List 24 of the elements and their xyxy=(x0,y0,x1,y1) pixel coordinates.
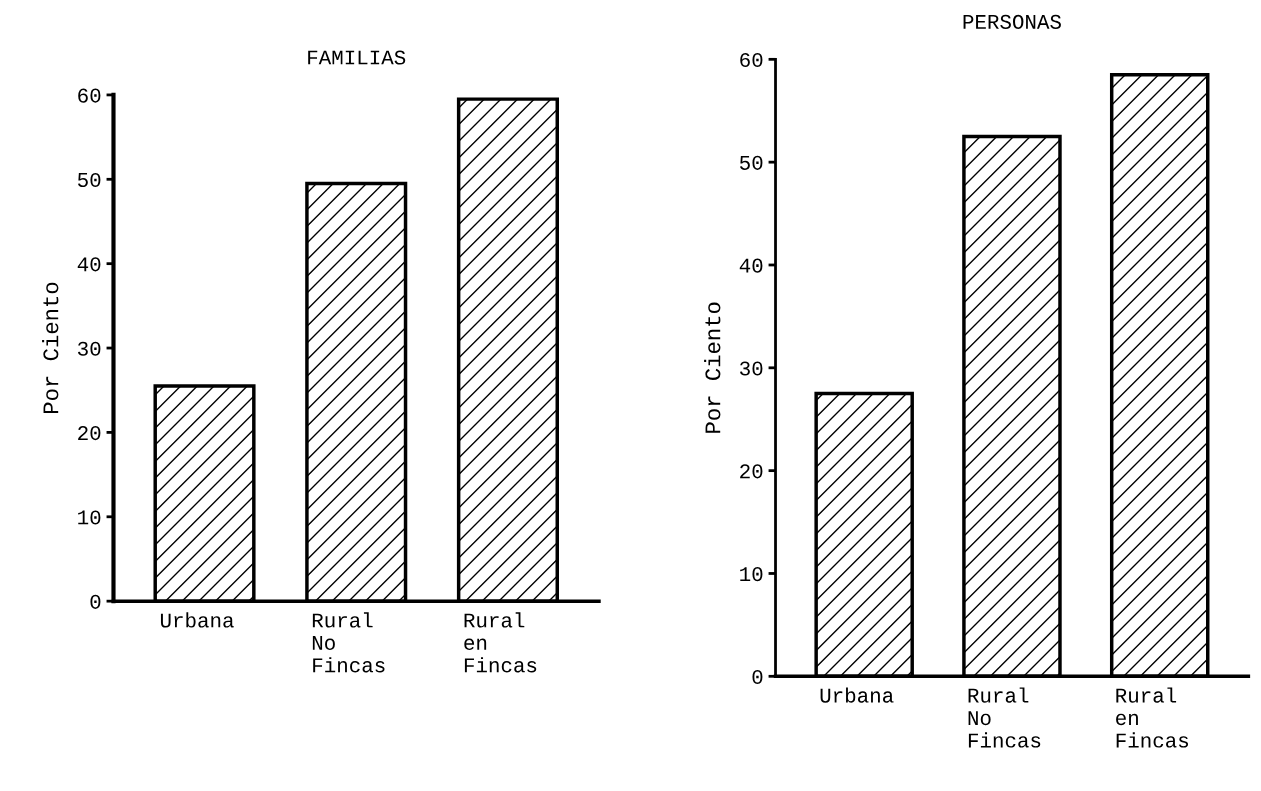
y-tick-label: 60 xyxy=(740,52,763,68)
y-axis-title: Por Ciento xyxy=(704,302,721,433)
y-tick-label: 30 xyxy=(740,361,763,376)
y-tick-label: 20 xyxy=(740,464,763,479)
y-tick-label: 10 xyxy=(78,510,101,525)
y-tick-label: 50 xyxy=(77,172,101,188)
x-tick-label: Rural en Fincas xyxy=(464,612,537,673)
y-tick-label: 0 xyxy=(752,669,763,685)
y-tick-label: 10 xyxy=(740,567,763,582)
x-tick-label: Rural No Fincas xyxy=(968,687,1041,748)
y-tick-label: 20 xyxy=(78,426,101,441)
chart-title: FAMILIAS xyxy=(308,50,406,65)
y-tick-label: 50 xyxy=(740,155,763,170)
y-tick-label: 40 xyxy=(739,258,763,273)
y-tick-label: 30 xyxy=(77,341,101,356)
x-tick-label: Urbana xyxy=(820,687,894,703)
x-tick-label: Urbana xyxy=(160,612,234,628)
y-axis-title: Por Ciento xyxy=(42,282,59,413)
x-tick-label: Rural en Fincas xyxy=(1116,687,1189,748)
x-tick-label: Rural No Fincas xyxy=(312,612,385,673)
y-tick-label: 60 xyxy=(78,88,101,103)
chart-title: PERSONAS xyxy=(963,14,1061,29)
y-tick-label: 40 xyxy=(77,257,101,272)
y-tick-label: 0 xyxy=(90,594,101,609)
